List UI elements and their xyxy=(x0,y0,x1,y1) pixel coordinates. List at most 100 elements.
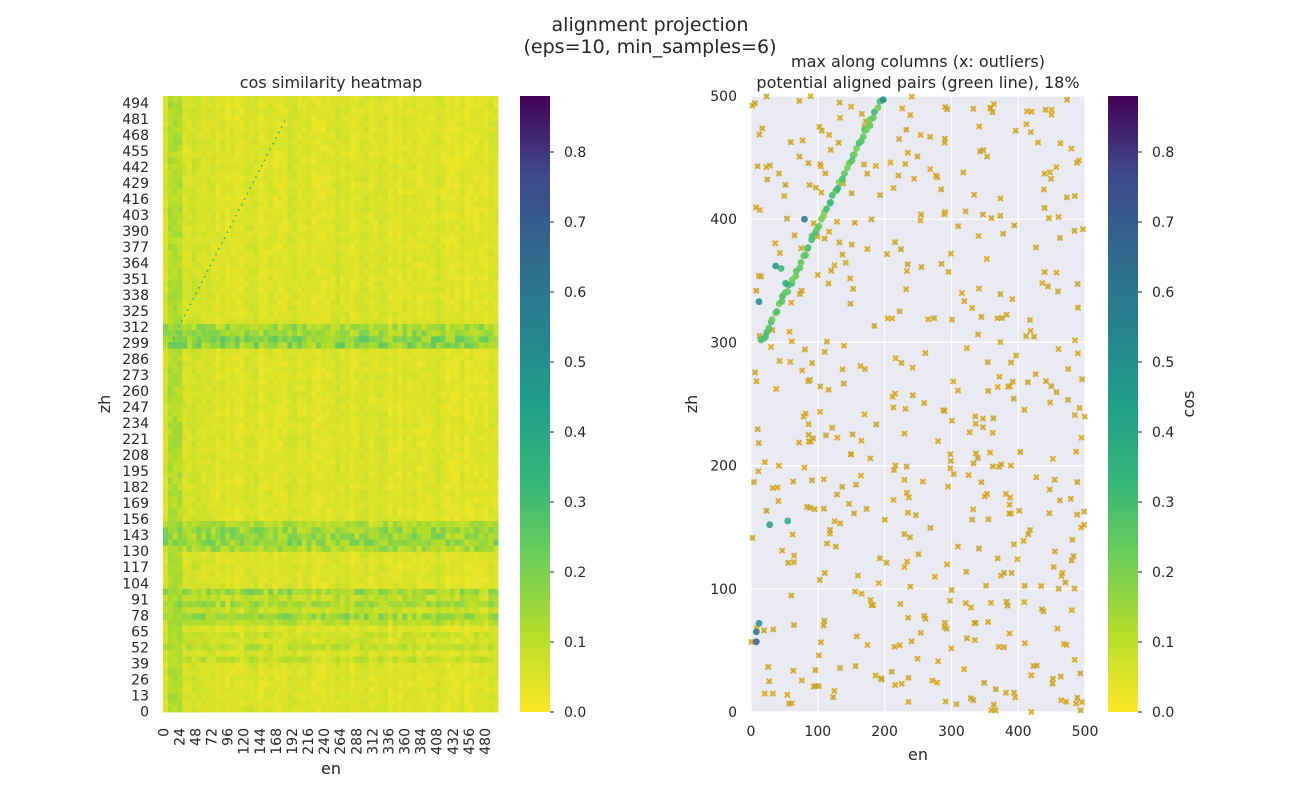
heatmap-cell xyxy=(215,225,221,232)
heatmap-cell xyxy=(320,274,327,282)
heatmap-cell xyxy=(287,502,293,510)
heatmap-cell xyxy=(325,96,331,103)
heatmap-cell xyxy=(301,139,307,146)
heatmap-cell xyxy=(383,206,389,214)
heatmap-cell xyxy=(478,206,485,214)
heatmap-cell xyxy=(253,477,260,485)
heatmap-cell xyxy=(416,502,422,510)
heatmap-cell xyxy=(186,367,193,374)
heatmap-cell xyxy=(282,206,288,214)
heatmap-cell xyxy=(182,126,188,134)
heatmap-cell xyxy=(402,453,408,460)
heatmap-cell xyxy=(416,416,422,423)
heatmap-cell xyxy=(167,527,173,534)
heatmap-cell xyxy=(440,139,446,146)
heatmap-cell xyxy=(244,250,250,257)
heatmap-cell xyxy=(469,440,475,448)
heatmap-cell xyxy=(478,514,485,522)
heatmap-cell xyxy=(359,391,365,399)
heatmap-cell xyxy=(325,508,331,516)
heatmap-cell xyxy=(306,508,312,516)
heatmap-cell xyxy=(311,385,317,393)
heatmap-cell xyxy=(349,385,355,393)
heatmap-cell xyxy=(450,268,456,276)
heatmap-cell xyxy=(206,169,212,177)
heatmap-cell xyxy=(397,126,403,134)
heatmap-cell xyxy=(411,317,418,325)
heatmap-cell xyxy=(435,231,441,239)
heatmap-cell xyxy=(201,188,207,195)
heatmap-cell xyxy=(191,459,197,466)
heatmap-cell xyxy=(364,367,370,374)
heatmap-cell xyxy=(340,188,346,195)
heatmap-cell xyxy=(378,465,384,473)
heatmap-cell xyxy=(249,416,255,423)
heatmap-cell xyxy=(167,391,173,399)
heatmap-cell xyxy=(172,373,178,380)
heatmap-cell xyxy=(469,514,475,522)
heatmap-cell xyxy=(249,496,255,503)
heatmap-cell xyxy=(354,225,360,232)
heatmap-cell xyxy=(387,391,394,399)
heatmap-cell xyxy=(268,465,274,473)
heatmap-cell xyxy=(196,440,202,448)
heatmap-cell xyxy=(392,459,398,466)
heatmap-cell xyxy=(191,237,197,245)
heatmap-cell xyxy=(287,391,293,399)
heatmap-cell xyxy=(440,410,446,417)
heatmap-cell xyxy=(483,508,489,516)
heatmap-cell xyxy=(426,323,432,331)
heatmap-cell xyxy=(431,385,437,393)
heatmap-cell xyxy=(349,311,355,319)
heatmap-cell xyxy=(249,231,255,239)
heatmap-cell xyxy=(402,169,408,177)
heatmap-cell xyxy=(177,477,183,485)
heatmap-cell xyxy=(292,323,298,331)
heatmap-cell xyxy=(359,206,365,214)
heatmap-cell xyxy=(431,280,437,288)
heatmap-cell xyxy=(172,416,178,423)
heatmap-cell xyxy=(474,200,480,208)
heatmap-cell xyxy=(359,348,365,356)
heatmap-cell xyxy=(373,200,379,208)
heatmap-cell xyxy=(292,397,298,405)
heatmap-cell xyxy=(450,385,456,393)
heatmap-cell xyxy=(435,268,441,276)
heatmap-cell xyxy=(273,391,279,399)
heatmap-cell xyxy=(478,194,485,202)
heatmap-cell xyxy=(263,367,269,374)
heatmap-cell xyxy=(454,114,461,122)
heatmap-cell xyxy=(301,299,307,306)
heatmap-cell xyxy=(402,182,408,189)
heatmap-cell xyxy=(354,286,360,294)
heatmap-cell xyxy=(397,397,403,405)
heatmap-cell xyxy=(249,440,255,448)
heatmap-cell xyxy=(320,262,327,269)
heatmap-cell xyxy=(177,521,183,528)
heatmap-cell xyxy=(230,139,236,146)
heatmap-cell xyxy=(469,114,475,122)
heatmap-cell xyxy=(407,286,413,294)
heatmap-cell xyxy=(397,367,403,374)
heatmap-cell xyxy=(340,176,346,183)
heatmap-cell xyxy=(416,336,422,343)
heatmap-cell xyxy=(402,367,408,374)
heatmap-cell xyxy=(172,182,178,189)
heatmap-cell xyxy=(426,367,432,374)
heatmap-cell xyxy=(239,176,245,183)
heatmap-cell xyxy=(335,373,341,380)
heatmap-cell xyxy=(277,490,284,497)
heatmap-cell xyxy=(450,237,456,245)
heatmap-cell xyxy=(186,440,193,448)
heatmap-cell xyxy=(411,169,418,177)
heatmap-cell xyxy=(297,114,303,122)
heatmap-cell xyxy=(301,206,307,214)
heatmap-cell xyxy=(397,434,403,442)
heatmap-cell xyxy=(292,508,298,516)
heatmap-cell xyxy=(464,299,470,306)
heatmap-cell xyxy=(340,213,346,220)
heatmap-cell xyxy=(387,126,394,134)
heatmap-cell xyxy=(464,311,470,319)
heatmap-cell xyxy=(263,293,269,300)
heatmap-cell xyxy=(220,447,226,454)
